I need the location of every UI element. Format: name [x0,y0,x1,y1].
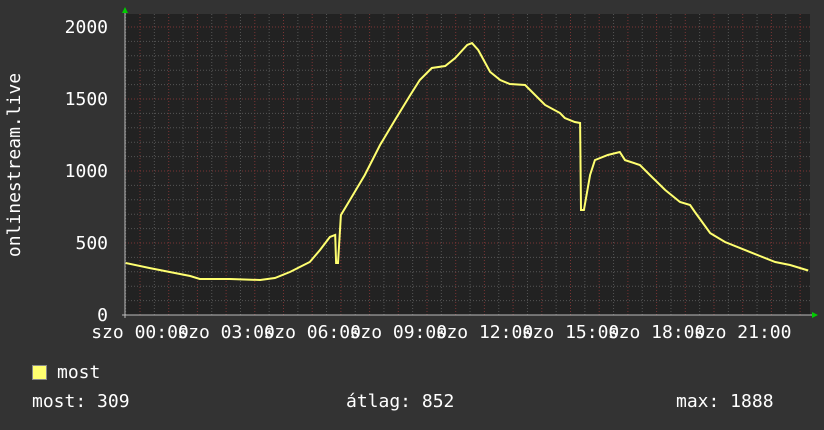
x-tick-label: szo 09:00 [350,322,448,343]
x-tick-label: szo 03:00 [177,322,275,343]
x-tick-label: szo 18:00 [608,322,706,343]
y-axis-arrow-icon [122,7,128,13]
legend-swatch-most [32,365,47,380]
y-tick-label: 1500 [65,89,108,110]
x-tick-label: szo 00:00 [91,322,189,343]
plot-area [125,14,810,315]
y-tick-label: 0 [97,305,108,326]
x-tick-label: szo 06:00 [263,322,361,343]
y-tick-label: 500 [75,233,108,254]
stat-average: átlag: 852 [346,391,455,412]
y-axis-label: onlinestream.live [4,73,25,257]
y-ticks: 0 500 1000 1500 2000 [65,17,108,326]
x-tick-label: szo 12:00 [436,322,534,343]
series-line-most [125,41,809,282]
y-tick-label: 2000 [65,17,108,38]
x-axis-arrow-icon [812,312,818,318]
stat-current: most: 309 [32,391,130,412]
x-tick-label: szo 21:00 [694,322,792,343]
legend: most [32,362,100,383]
stat-max: max: 1888 [676,391,774,412]
legend-label-most: most [57,362,101,383]
y-tick-label: 1000 [65,161,108,182]
x-tick-label: szo 15:00 [522,322,620,343]
